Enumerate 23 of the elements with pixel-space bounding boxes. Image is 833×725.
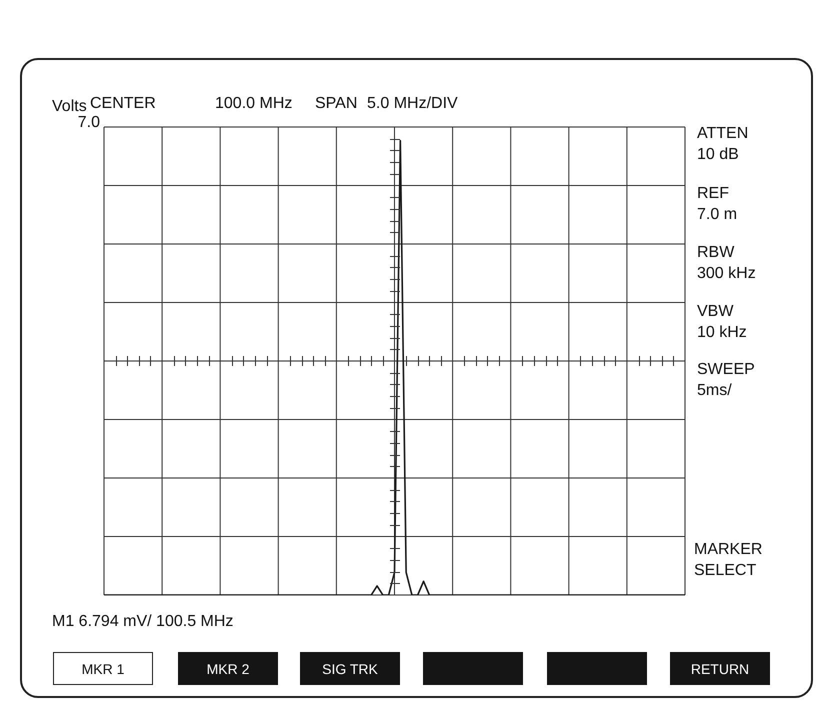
text: RETURN xyxy=(670,652,770,685)
text: SWEEP xyxy=(697,361,755,379)
text: 100.0 MHz xyxy=(215,95,292,113)
text: SPAN xyxy=(315,95,358,113)
y-axis-title: Volts xyxy=(52,98,87,116)
text: ATTEN xyxy=(697,125,748,143)
text: VBW xyxy=(697,303,734,321)
text: 7.0 xyxy=(78,114,100,132)
text: SIG TRK xyxy=(300,652,400,685)
text: MARKER xyxy=(694,541,762,559)
text: MKR 2 xyxy=(178,652,278,685)
text: RBW xyxy=(697,244,734,262)
text: 10 kHz xyxy=(697,324,747,342)
text: 7.0 m xyxy=(697,206,738,224)
text: SELECT xyxy=(694,562,756,580)
text: 5.0 MHz/DIV xyxy=(367,95,458,113)
text: 300 kHz xyxy=(697,265,756,283)
text: MKR 1 xyxy=(53,652,153,685)
text: 5ms/ xyxy=(697,382,732,400)
text: REF xyxy=(697,185,729,203)
text: 10 dB xyxy=(697,146,739,164)
text: CENTER xyxy=(90,95,156,113)
text: M1 6.794 mV/ 100.5 MHz xyxy=(52,613,234,631)
